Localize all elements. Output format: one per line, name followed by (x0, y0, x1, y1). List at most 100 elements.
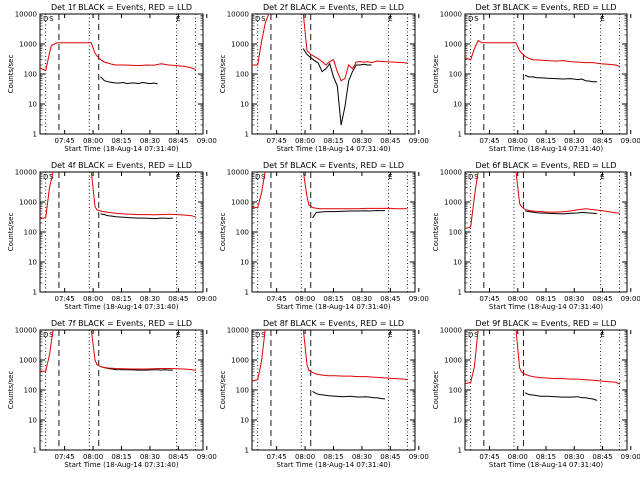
data-point (104, 211, 105, 213)
data-point (372, 208, 374, 209)
data-point (547, 212, 549, 214)
x-tick-label: 08:30 (352, 295, 372, 303)
data-point (317, 58, 319, 60)
data-point (342, 210, 344, 212)
data-point (547, 77, 549, 79)
y-axis-label: Counts/sec (219, 213, 227, 252)
y-axis-label: Counts/sec (7, 371, 15, 410)
data-point (577, 396, 579, 398)
data-point (325, 68, 327, 70)
y-tick-label: 10000 (440, 11, 462, 19)
x-tick-label: 09:00 (197, 137, 217, 145)
marker-letter: E (600, 173, 604, 181)
data-point (585, 80, 586, 82)
data-point (524, 392, 526, 394)
y-tick-label: 1000 (19, 199, 37, 207)
data-point (145, 64, 147, 66)
data-point (115, 369, 117, 370)
data-point (160, 63, 162, 65)
data-point (257, 379, 259, 381)
data-point (536, 395, 537, 396)
data-point (168, 64, 170, 66)
panel-title: Det 4f BLACK = Events, RED = LLD (51, 161, 192, 170)
y-tick-label: 10000 (15, 327, 37, 335)
data-point (104, 367, 105, 368)
marker-letter: S (49, 331, 54, 339)
data-point (138, 83, 139, 84)
panel-title: Det 7f BLACK = Events, RED = LLD (51, 319, 192, 328)
data-point (384, 398, 386, 400)
data-point (470, 381, 472, 383)
data-point (528, 394, 530, 395)
data-point (100, 213, 102, 215)
data-point (555, 211, 556, 213)
data-point (145, 214, 147, 215)
data-point (160, 368, 162, 369)
data-point (123, 216, 124, 218)
x-tick-label: 08:15 (536, 137, 556, 145)
data-point (380, 210, 382, 212)
y-tick-label: 100 (24, 387, 37, 395)
data-point (350, 375, 351, 377)
data-point (355, 61, 357, 63)
data-point (588, 398, 590, 399)
data-point (515, 42, 517, 44)
y-tick-label: 10 (240, 417, 249, 425)
marker-letter: E (176, 173, 180, 181)
data-point (470, 59, 472, 61)
lld-series-line (465, 39, 620, 67)
data-point (164, 217, 166, 219)
data-point (153, 214, 155, 216)
data-point (607, 63, 609, 65)
data-point (369, 210, 370, 212)
data-point (314, 60, 315, 61)
data-point (592, 62, 594, 63)
data-point (314, 56, 315, 57)
y-tick-label: 100 (236, 229, 249, 237)
x-tick-label: 08:45 (380, 295, 400, 303)
lld-series-line (252, 14, 408, 82)
data-point (562, 60, 564, 61)
panel-title: Det 6f BLACK = Events, RED = LLD (475, 161, 616, 170)
data-point (547, 211, 549, 213)
data-point (323, 394, 325, 396)
x-tick-label: 09:00 (197, 453, 217, 461)
data-point (585, 62, 586, 63)
data-point (306, 364, 308, 365)
y-tick-label: 1 (458, 131, 462, 139)
data-point (482, 170, 483, 171)
x-tick-label: 08:15 (111, 137, 131, 145)
panel-title: Det 8f BLACK = Events, RED = LLD (263, 319, 404, 328)
data-point (372, 376, 374, 378)
y-tick-label: 1000 (19, 357, 37, 365)
x-tick-label: 08:45 (592, 295, 612, 303)
marker-letter: S (261, 15, 266, 23)
x-tick-label: 08:30 (140, 137, 160, 145)
data-point (172, 369, 174, 371)
y-tick-label: 100 (449, 387, 462, 395)
data-point (357, 396, 359, 398)
data-point (303, 12, 304, 13)
data-point (261, 361, 262, 362)
data-point (344, 106, 346, 108)
data-point (521, 206, 522, 207)
y-tick-label: 10000 (227, 11, 249, 19)
data-point (51, 45, 52, 46)
y-tick-label: 10 (453, 101, 462, 109)
data-point (269, 328, 270, 329)
data-point (592, 379, 594, 381)
data-point (570, 378, 571, 380)
data-point (355, 64, 357, 66)
data-point (474, 48, 475, 49)
data-point (123, 369, 124, 371)
data-point (562, 211, 564, 213)
data-point (153, 368, 155, 370)
marker-letter: E (388, 331, 392, 339)
y-axis-label: Counts/sec (432, 55, 440, 94)
data-point (470, 226, 472, 228)
data-point (380, 398, 382, 399)
marker-letter: D (468, 331, 473, 339)
data-point (319, 211, 321, 213)
events-series-line (525, 392, 598, 401)
data-point (585, 208, 586, 210)
